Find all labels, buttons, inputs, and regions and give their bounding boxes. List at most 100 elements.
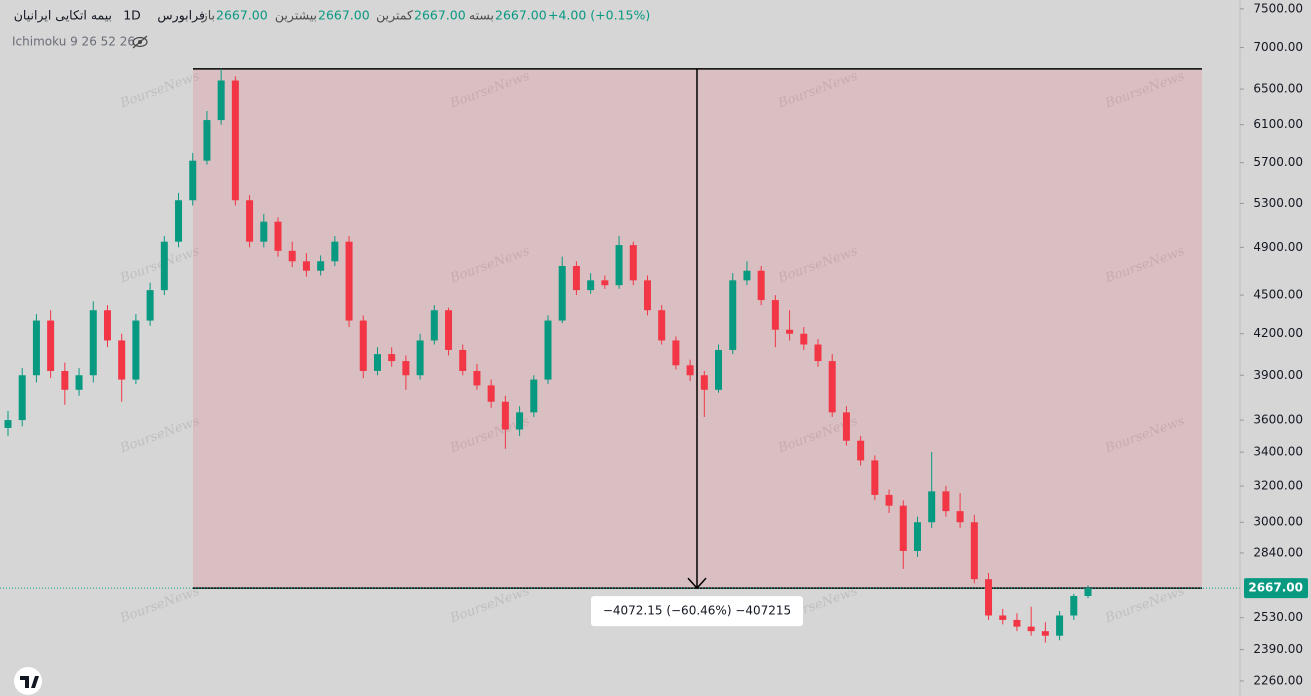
- candle-body: [729, 280, 737, 350]
- exchange: فرابورس: [157, 8, 205, 24]
- candle-body: [601, 280, 609, 286]
- watermark: BourseNews: [117, 584, 202, 627]
- candle-body: [1056, 615, 1064, 636]
- y-tick-label: 2390.00: [1253, 642, 1303, 656]
- candle-body: [558, 265, 566, 321]
- candle-body: [388, 354, 396, 362]
- candle-body: [416, 340, 424, 376]
- candle-body: [800, 333, 808, 345]
- visibility-icon[interactable]: [132, 35, 148, 49]
- y-tick-label: 7000.00: [1253, 40, 1303, 54]
- candle-body: [771, 300, 779, 330]
- candle-body: [572, 265, 580, 291]
- logo[interactable]: [14, 667, 42, 695]
- y-tick-label: 4200.00: [1253, 326, 1303, 340]
- y-tick-label: 5300.00: [1253, 196, 1303, 210]
- candle-body: [970, 522, 978, 580]
- candle-body: [487, 385, 495, 402]
- candle-body: [203, 120, 211, 161]
- measure-arrow-head: [687, 577, 707, 590]
- candle-body: [246, 200, 254, 242]
- y-tick-label: 4900.00: [1253, 240, 1303, 254]
- candle-body: [1084, 588, 1092, 596]
- watermark: BourseNews: [1102, 584, 1187, 627]
- candle-body: [61, 370, 69, 390]
- candle-body: [587, 280, 595, 291]
- candle-body: [672, 340, 680, 366]
- symbol: بیمه اتکایی ایرانیان: [14, 8, 112, 24]
- candle-body: [473, 370, 481, 386]
- y-tick-label: 2840.00: [1253, 545, 1303, 559]
- last-price-label: 2667.00: [1248, 581, 1303, 595]
- candle-body: [885, 494, 893, 506]
- candle-body: [999, 615, 1007, 620]
- y-tick-label: 2260.00: [1253, 673, 1303, 687]
- candle-body: [928, 491, 936, 523]
- candle-body: [160, 241, 168, 291]
- candle-body: [828, 361, 836, 413]
- y-tick-label: 3900.00: [1253, 368, 1303, 382]
- candle-body: [47, 320, 55, 371]
- candle-body: [501, 401, 509, 430]
- candle-body: [274, 221, 282, 251]
- plot-area: −4072.15 (−60.46%) −407215: [0, 68, 1240, 643]
- candle-body: [132, 320, 140, 380]
- legend-value: 2667.00: [216, 8, 268, 23]
- candle-body: [103, 310, 111, 341]
- candle-body: [231, 80, 239, 201]
- watermark: BourseNews: [117, 414, 202, 457]
- candle-body: [217, 80, 225, 121]
- legend-label: بیشترین: [275, 8, 317, 24]
- candle-body: [317, 261, 325, 271]
- legend-label: بسته: [469, 8, 494, 23]
- candle-body: [189, 160, 197, 201]
- candle-body: [18, 375, 26, 421]
- candle-body: [1070, 595, 1078, 616]
- candle-body: [530, 379, 538, 413]
- y-tick-label: 7500.00: [1253, 1, 1303, 15]
- measure-label: −4072.15 (−60.46%) −407215: [603, 604, 791, 618]
- legend-label: کمترین: [376, 8, 413, 24]
- candle-body: [459, 349, 467, 371]
- measure-label-box: [591, 596, 803, 627]
- y-tick-label: 3200.00: [1253, 479, 1303, 493]
- candle-body: [260, 221, 268, 242]
- candle-body: [373, 354, 381, 371]
- candle-body: [842, 412, 850, 441]
- candle-body: [445, 310, 453, 350]
- candle-body: [786, 329, 794, 334]
- candle-body: [544, 320, 552, 380]
- indicator: Ichimoku 9 26 52 26: [12, 35, 135, 49]
- candle-body: [1013, 619, 1021, 627]
- candle-body: [857, 440, 865, 461]
- candle-body: [942, 491, 950, 512]
- candle-body: [1041, 631, 1049, 636]
- candle-body: [757, 270, 765, 301]
- candle-body: [871, 460, 879, 495]
- watermark: BourseNews: [447, 584, 532, 627]
- y-tick-label: 3600.00: [1253, 413, 1303, 427]
- candle-body: [175, 200, 183, 242]
- candle-body: [985, 579, 993, 616]
- y-tick-label: 3000.00: [1253, 515, 1303, 529]
- candle-body: [743, 270, 751, 281]
- candle-body: [814, 344, 822, 362]
- candle-body: [715, 349, 723, 390]
- candle-body: [658, 310, 666, 341]
- candle-body: [345, 241, 353, 321]
- candle-body: [359, 320, 367, 371]
- candle-body: [430, 310, 438, 341]
- watermark: BourseNews: [117, 244, 202, 287]
- candle-body: [75, 375, 83, 390]
- legend-value: 2667.00: [318, 8, 370, 23]
- legend-value: 2667.00: [414, 8, 466, 23]
- y-tick-label: 6500.00: [1253, 82, 1303, 96]
- candle-body: [913, 522, 921, 551]
- y-tick-label: 2530.00: [1253, 610, 1303, 624]
- candle-body: [956, 511, 964, 523]
- legend-value: 2667.00: [495, 8, 547, 23]
- candle-body: [32, 320, 40, 376]
- candle-body: [302, 261, 310, 271]
